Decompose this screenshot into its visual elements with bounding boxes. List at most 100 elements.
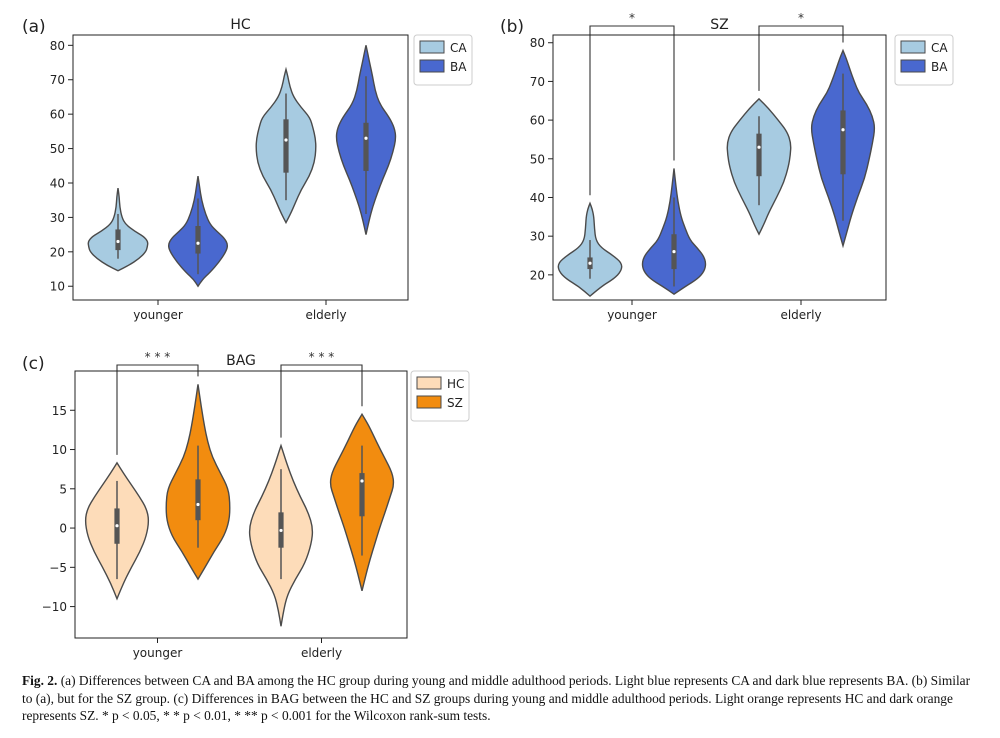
legend-label-ca: CA [450,41,467,55]
y-tick-label: 70 [530,75,545,89]
legend: CA BA [894,34,954,86]
y-tick-label: 80 [50,39,65,53]
y-tick-label: 30 [50,211,65,225]
legend-swatch-ca [900,40,926,54]
x-tick-label-elderly: elderly [780,308,821,322]
figure-caption: Fig. 2. (a) Differences between CA and B… [22,672,982,725]
violin-median [757,145,761,149]
chart-title: HC [230,17,251,33]
y-tick-label: 80 [530,36,545,50]
violin-iqr-box [756,133,762,177]
violin-hc-elderly [248,443,314,627]
panel-hc: (a) HC 10 20 30 40 50 60 70 80 younger elderly CA BA [22,17,473,322]
x-tick-label-elderly: elderly [301,646,342,660]
violin-ca-elderly [726,97,792,236]
violin-ca-younger [557,201,623,298]
y-tick-label: 20 [530,268,545,282]
violin-median [115,524,119,528]
legend-label-hc: HC [447,377,464,391]
significance-label: * [629,11,635,25]
violin-ca-younger [87,188,149,272]
violin-median [672,250,676,254]
panel-label: (c) [22,354,45,374]
legend-swatch-hc [416,376,442,390]
chart-title: SZ [710,17,728,33]
legend-label-ca: CA [931,41,948,55]
y-tick-label: 5 [59,482,67,496]
legend-swatch-ba [900,59,926,73]
violin-iqr-box [840,110,846,175]
y-tick-label: 15 [52,404,67,418]
legend: CA BA [413,34,473,86]
bracket-line [116,364,199,455]
violin-iqr-box [283,119,289,173]
plot-frame [72,34,409,301]
panel-bag: (c) BAG −10 −5 0 5 10 15 younger elderly * * * * * … [22,350,470,660]
significance-bracket-younger: * [589,11,675,196]
bracket-line [280,364,363,438]
y-tick-label: 70 [50,73,65,87]
significance-bracket-younger: * * * [116,350,199,455]
violin-ba-elderly [810,48,876,249]
bracket-line [589,25,675,196]
legend-swatch-ba [419,59,445,73]
violin-sz-elderly [329,412,395,592]
y-tick-label: 20 [50,245,65,259]
panel-label: (b) [500,17,524,37]
y-tick-label: 0 [59,522,67,536]
panel-sz: (b) SZ 20 30 40 50 60 70 80 younger elderly * * CA BA [500,11,954,322]
y-tick-label: 10 [50,280,65,294]
plot-frame [552,34,887,301]
chart-title: BAG [226,353,256,369]
violin-median [284,138,288,142]
violin-median [196,241,200,245]
y-tick-label: −5 [49,561,67,575]
violin-iqr-box [115,229,121,251]
violin-iqr-box [195,479,201,521]
y-tick-label: 60 [50,108,65,122]
violin-median [116,239,120,244]
significance-label: * [798,11,804,25]
legend-swatch-ca [419,40,445,54]
x-tick-label-younger: younger [133,308,183,322]
panel-label: (a) [22,17,46,37]
y-tick-label: 40 [50,176,65,190]
x-tick-label-younger: younger [607,308,657,322]
violin-ca-elderly [255,66,317,225]
y-tick-label: −10 [42,600,67,614]
legend-label-sz: SZ [447,396,463,410]
y-tick-label: 10 [52,443,67,457]
violin-median [196,502,200,507]
y-tick-label: 40 [530,191,545,205]
violin-median [360,479,364,483]
violin-median [279,528,283,533]
legend: HC SZ [410,370,470,422]
violin-median [364,136,368,140]
legend-swatch-sz [416,395,442,409]
x-tick-label-younger: younger [133,646,183,660]
x-tick-label-elderly: elderly [305,308,346,322]
y-tick-label: 60 [530,114,545,128]
significance-bracket-elderly: * [758,11,844,91]
significance-bracket-elderly: * * * [280,350,363,438]
violin-sz-younger [165,384,231,581]
violin-ba-younger [641,168,707,296]
y-tick-label: 30 [530,230,545,244]
significance-label: * * * [145,350,171,364]
caption-label: Fig. 2. [22,673,58,688]
y-tick-label: 50 [50,142,65,156]
violin-iqr-box [359,473,365,517]
significance-label: * * * [309,350,335,364]
violin-ba-younger [167,176,229,288]
violin-hc-younger [84,461,150,601]
violin-ba-elderly [335,45,397,235]
legend-label-ba: BA [450,60,467,74]
legend-label-ba: BA [931,60,948,74]
violin-iqr-box [363,122,369,171]
violin-iqr-box [195,226,201,254]
plot-frame [74,370,408,639]
violin-median [841,128,845,132]
caption-text: (a) Differences between CA and BA among … [22,673,971,723]
y-tick-label: 50 [530,152,545,166]
